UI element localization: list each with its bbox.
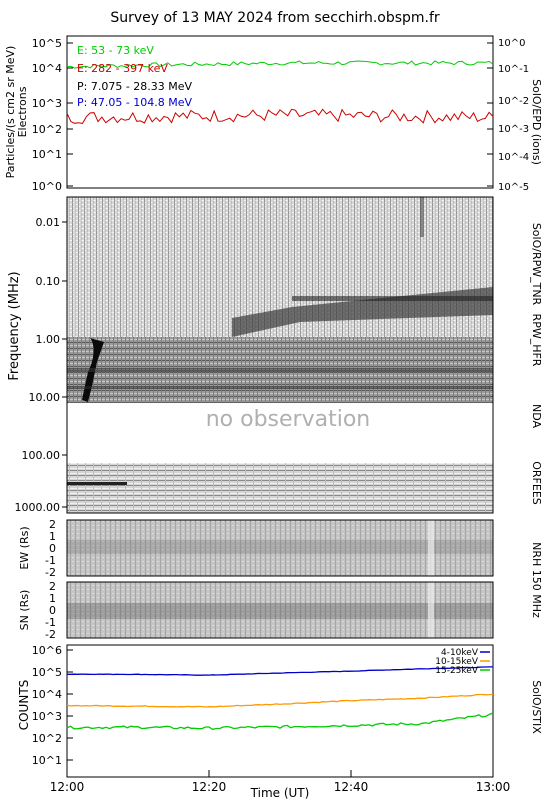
- nrh-ew-image: [67, 520, 493, 576]
- ew-tick-label: 1: [49, 530, 56, 543]
- orfees-label: ORFEES: [530, 461, 543, 505]
- x-tick-label: 12:40: [334, 780, 369, 794]
- x-tick-label: 13:00: [476, 780, 511, 794]
- series-line-electrons-282-397: [66, 108, 494, 124]
- epd-tick-label: 10^3: [32, 97, 62, 110]
- ew-tick-label: 0: [49, 542, 56, 555]
- stix-tick-label: 10^5: [32, 666, 62, 679]
- legend-entry: 10-15keV: [435, 657, 479, 667]
- freq-tick-label: 100.00: [22, 449, 61, 462]
- radio-spectrogram-panel: no observation 0.01 0.10 1.00 10.00 100.…: [7, 196, 543, 514]
- epd-right-tick-label: 10^-3: [498, 124, 529, 135]
- radio-ylabel: Frequency (MHz): [7, 271, 22, 380]
- series-line-electrons-53-73: [66, 60, 494, 69]
- freq-tick-label: 0.01: [36, 216, 61, 229]
- ew-ylabel: EW (Rs): [18, 526, 31, 569]
- ew-tick-label: -2: [45, 566, 56, 579]
- stix-frame: [66, 644, 494, 778]
- nda-label: NDA: [530, 404, 543, 429]
- epd-right-tick-label: 10^0: [498, 38, 525, 49]
- series-line-4-10kev: [67, 666, 493, 676]
- orfees-dark-row: [67, 482, 127, 485]
- nrh-sn-frame: [66, 581, 494, 639]
- legend-entry: 4-10keV: [441, 648, 479, 658]
- legend-entry: E: 53 - 73 keV: [77, 44, 154, 57]
- nrh-right-label: NRH 150 MHz: [530, 542, 543, 618]
- legend-entry: 15-25keV: [435, 666, 479, 676]
- legend-entry: P: 47.05 - 104.8 MeV: [77, 96, 193, 109]
- figure-title: Survey of 13 MAY 2024 from secchirh.obsp…: [110, 10, 440, 26]
- series-line-10-15kev: [66, 693, 494, 708]
- epd-legend: E: 53 - 73 keV E: 282 - 397 keV P: 7.075…: [77, 44, 193, 109]
- stix-tick-label: 10^1: [32, 754, 62, 767]
- sn-tick-label: -1: [45, 616, 56, 629]
- stix-ylabel: COUNTS: [17, 680, 31, 731]
- epd-tick-label: 10^5: [32, 37, 62, 50]
- epd-right-tick-label: 10^-5: [498, 182, 529, 193]
- legend-entry: E: 282 - 397 keV: [77, 62, 168, 75]
- radio-freq-ticks: 0.01 0.10 1.00 10.00 100.00 1000.00: [15, 216, 61, 514]
- sn-tick-label: -2: [45, 628, 56, 641]
- epd-right-tick-label: 10^-1: [498, 64, 529, 75]
- stix-tick-label: 10^6: [32, 644, 62, 657]
- epd-left-ticks: 10^5 10^4 10^3 10^2 10^1 10^0: [32, 37, 62, 193]
- ew-tick-label: -1: [45, 554, 56, 567]
- radio-frame: [66, 196, 494, 514]
- nda-empty: [67, 403, 493, 463]
- stix-right-label: SolO/STIX: [530, 680, 543, 734]
- nrh-ew-dark-band: [67, 540, 493, 554]
- epd-frame: [66, 35, 494, 189]
- stix-tick-label: 10^3: [32, 710, 62, 723]
- epd-right-label: SolO/EPD (ions): [530, 79, 543, 165]
- x-tick-label: 12:20: [192, 780, 227, 794]
- epd-tick-label: 10^1: [32, 148, 62, 161]
- hfr-dark-row: [67, 386, 493, 389]
- ew-ticks: 2 1 0 -1 -2: [45, 518, 56, 579]
- freq-tick-label: 0.10: [36, 275, 61, 288]
- sn-tick-label: 1: [49, 592, 56, 605]
- nrh-ew-event: [428, 520, 434, 576]
- nrh-sn-event: [428, 582, 434, 638]
- nrh-ew-frame: [66, 519, 494, 577]
- sn-tick-label: 0: [49, 604, 56, 617]
- legend-entry: P: 7.075 - 28.33 MeV: [77, 80, 193, 93]
- epd-right-tick-label: 10^-4: [498, 152, 529, 163]
- epd-tick-label: 10^2: [32, 123, 62, 136]
- tnr-burst-column: [420, 197, 424, 237]
- freq-tick-label: 10.00: [29, 391, 61, 404]
- hfr-label: RPW_HFR: [530, 314, 543, 367]
- stix-tick-label: 10^4: [32, 688, 62, 701]
- ew-tick-label: 2: [49, 518, 56, 531]
- epd-ylabel: Particles/(s cm2 sr MeV): [4, 46, 17, 179]
- freq-tick-label: 1.00: [36, 333, 61, 346]
- sn-ticks: 2 1 0 -1 -2: [45, 580, 56, 641]
- epd-tick-label: 10^0: [32, 180, 62, 193]
- epd-right-tick-label: 10^-2: [498, 96, 529, 107]
- nrh-sn-dark-band: [67, 603, 493, 619]
- hfr-dark-row: [67, 368, 493, 372]
- tnr-label: SolO/RPW_TNR: [530, 223, 543, 306]
- series-line-15-25kev: [66, 712, 494, 731]
- nrh-sn-image: [67, 582, 493, 638]
- nrh-panels: 2 1 0 -1 -2 2 1 0 -1 -2 EW (Rs) SN (Rs) …: [18, 518, 543, 641]
- epd-ylabel-2: Electrons: [16, 86, 29, 137]
- no-observation-label: no observation: [206, 407, 371, 432]
- x-axis: 12:00 12:20 12:40 13:00 Time (UT): [50, 770, 511, 800]
- epd-right-ticks: 10^0 10^-1 10^-2 10^-3 10^-4 10^-5: [498, 38, 529, 193]
- x-tick-label: 12:00: [50, 780, 85, 794]
- stix-tick-label: 10^2: [32, 732, 62, 745]
- epd-tick-label: 10^4: [32, 62, 62, 75]
- stix-ticks: 10^6 10^5 10^4 10^3 10^2 10^1: [32, 644, 62, 767]
- stix-panel: 10^6 10^5 10^4 10^3 10^2 10^1 4-10keV 10…: [17, 644, 543, 778]
- epd-panel: 10^5 10^4 10^3 10^2 10^1 10^0 10^0 10^-1…: [4, 35, 543, 193]
- sn-tick-label: 2: [49, 580, 56, 593]
- x-axis-label: Time (UT): [250, 786, 310, 800]
- orfees-spectrogram: [67, 463, 493, 513]
- tnr-dark-stripe: [292, 296, 493, 301]
- freq-tick-label: 1000.00: [15, 501, 61, 514]
- sn-ylabel: SN (Rs): [18, 590, 31, 631]
- stix-legend: 4-10keV 10-15keV 15-25keV: [435, 648, 490, 676]
